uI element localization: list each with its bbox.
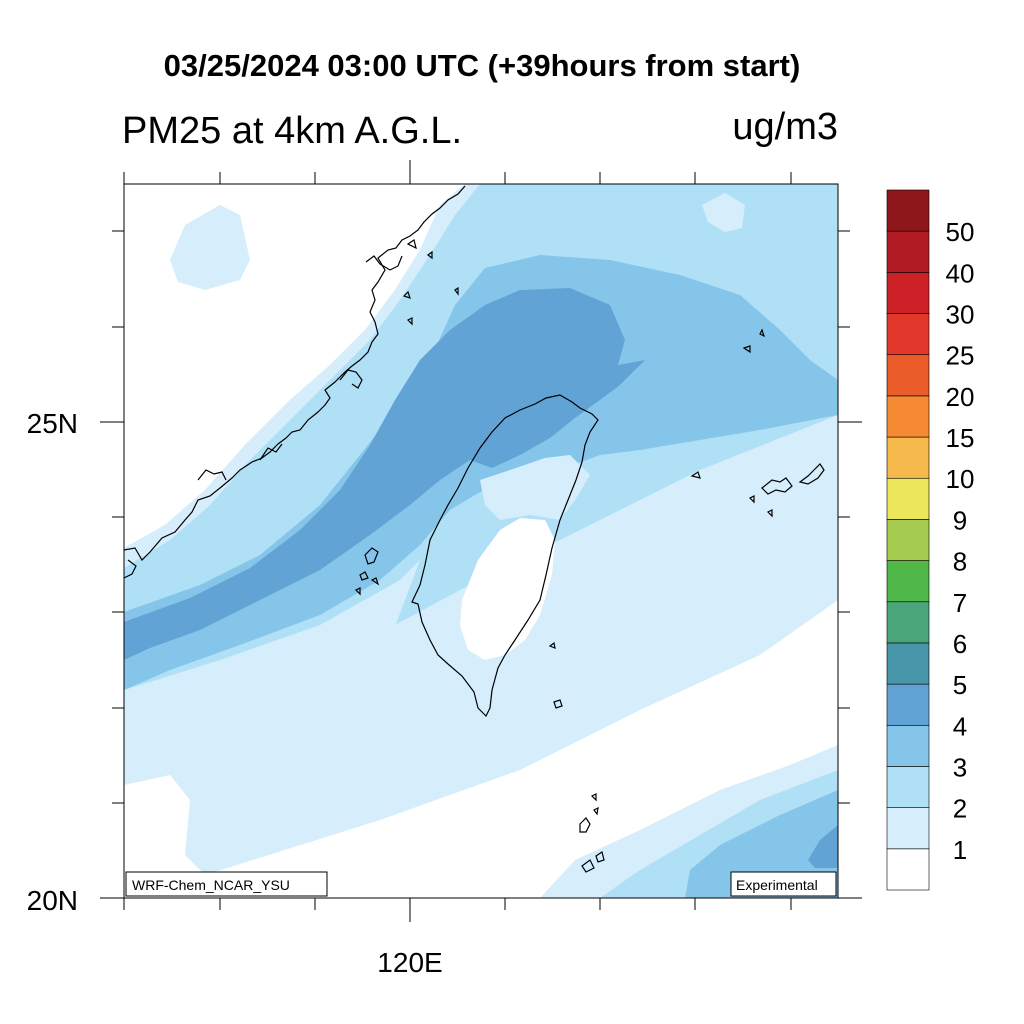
coastline-islet-ne [742,328,766,354]
legend-label-25: 25 [946,341,975,371]
coastline-china-inlet-3 [259,443,283,461]
band-level-3-southeast-inner [685,790,838,898]
legend-label-5: 5 [953,670,967,700]
legend-label-2: 2 [953,794,967,824]
band-level-4-southeast [808,825,838,868]
plot-frame [123,183,839,899]
model-label: WRF-Chem_NCAR_YSU [132,877,290,893]
lat-label-20n: 20N [27,885,78,916]
legend-swatch-2 [886,766,930,808]
legend-swatch-3 [886,724,930,767]
legend-swatch-7 [886,560,930,603]
legend-swatch-0 [886,848,930,891]
legend-label-4: 4 [953,711,967,741]
legend-label-40: 40 [946,258,975,288]
band-level-3 [124,255,838,690]
band-level-1-northwest [124,184,480,568]
axis-ticks [100,160,862,922]
chart-title: 03/25/2024 03:00 UTC (+39hours from star… [163,48,801,83]
legend-label-15: 15 [946,423,975,453]
legend-label-8: 8 [953,547,967,577]
coastline-orchid-island [553,699,563,709]
band-level-4 [124,288,645,660]
legend-swatch-10 [886,436,930,479]
color-legend: 1 2 3 4 5 6 7 8 9 10 15 20 25 30 40 50 [886,189,975,891]
legend-swatch-12 [886,354,930,397]
legend-label-3: 3 [953,752,967,782]
band-level-1-blob [170,205,250,290]
legend-swatch-4 [886,683,930,726]
band-level-0-south [124,600,838,898]
coastline-green-island [548,641,556,649]
lat-label-25n: 25N [27,408,78,439]
legend-label-50: 50 [946,217,975,247]
legend-label-6: 6 [953,629,967,659]
coastline-china-inlet-5 [365,255,403,271]
coastlines [124,185,825,873]
legend-swatch-5 [886,642,930,685]
legend-swatch-1 [886,807,930,850]
band-level-0-taiwan [460,518,555,660]
coastline-matsu [402,239,459,326]
coastline-penghu [354,547,380,596]
coastline-china-inlet-4 [339,369,363,389]
band-level-1-west-strip [124,560,420,720]
variable-label: PM25 at 4km A.G.L. [122,110,463,152]
status-label-box: Experimental [730,871,837,897]
model-label-box: WRF-Chem_NCAR_YSU [125,871,328,897]
legend-swatch-6 [886,601,930,644]
legend-swatch-9 [886,477,930,520]
legend-swatch-15 [886,230,930,273]
band-level-1-north-taiwan [480,455,590,520]
legend-label-1: 1 [953,835,967,865]
legend-swatch-16 [886,189,930,232]
coastline-taiwan [411,394,599,718]
coastline-ryukyu [690,463,825,518]
legend-swatch-8 [886,519,930,561]
legend-swatch-13 [886,313,930,356]
pm25-contours [124,184,838,898]
legend-label-9: 9 [953,505,967,535]
lon-label-120e: 120E [377,947,442,978]
band-level-3-ne-blob [702,193,745,232]
coastline-china [124,185,466,561]
coastline-china-inlet-2 [197,469,227,481]
legend-label-30: 30 [946,300,975,330]
status-label: Experimental [736,877,818,893]
coastline-babuyan [581,851,605,873]
coastline-china-inlet-1 [124,559,137,579]
legend-label-10: 10 [946,464,975,494]
coastline-batanes [579,793,599,833]
legend-label-20: 20 [946,382,975,412]
units-label: ug/m3 [732,106,838,148]
legend-label-7: 7 [953,588,967,618]
legend-swatch-11 [886,395,930,438]
legend-swatch-14 [886,272,930,314]
